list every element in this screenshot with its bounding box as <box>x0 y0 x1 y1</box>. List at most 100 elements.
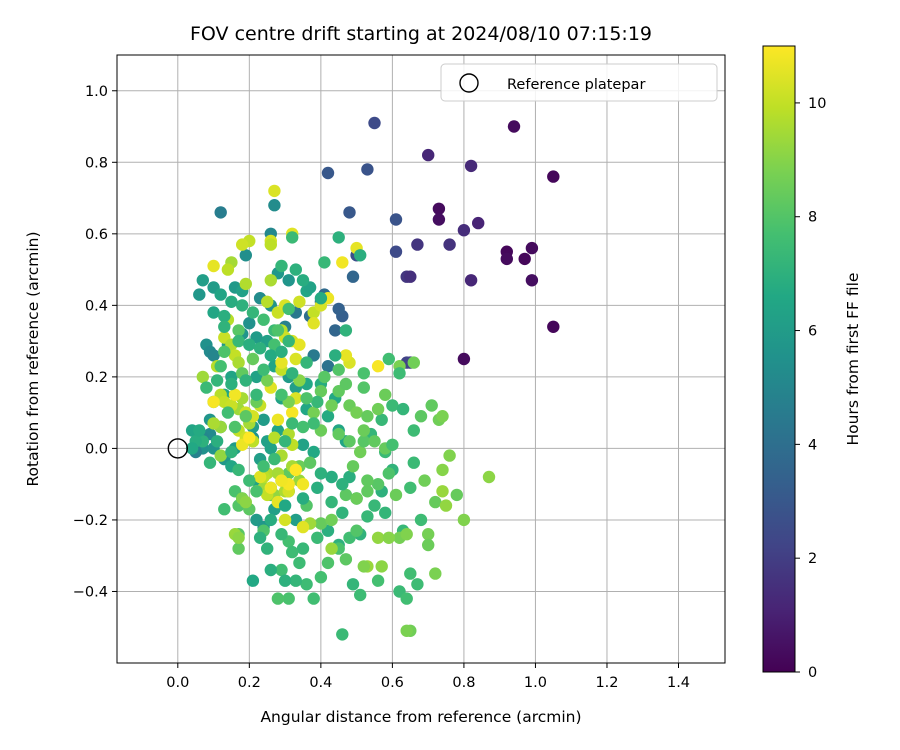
data-point <box>236 238 249 251</box>
data-point <box>207 417 220 430</box>
data-point <box>457 352 471 366</box>
data-point <box>354 445 367 459</box>
data-point <box>221 406 235 419</box>
data-point <box>332 427 345 441</box>
data-point <box>343 206 356 219</box>
data-point <box>314 292 328 305</box>
data-point <box>300 392 313 405</box>
x-tick-label: 1.0 <box>524 675 547 691</box>
data-point <box>518 252 531 266</box>
x-tick-label: 0.8 <box>452 675 475 691</box>
data-point <box>400 592 413 605</box>
y-tick-label: 1.0 <box>85 84 108 100</box>
data-point <box>325 470 338 484</box>
data-point <box>239 374 252 387</box>
data-point <box>307 445 320 459</box>
data-point <box>357 435 370 448</box>
data-point <box>289 352 302 366</box>
data-point <box>386 438 399 451</box>
data-point <box>382 467 395 480</box>
data-point <box>218 503 231 516</box>
data-point <box>525 274 539 287</box>
data-point <box>346 578 360 591</box>
data-point <box>547 320 560 333</box>
data-point <box>286 231 299 244</box>
data-point <box>293 556 306 570</box>
data-point <box>357 424 370 437</box>
data-point <box>329 324 342 337</box>
data-point <box>429 567 442 580</box>
data-point <box>332 302 345 316</box>
data-point <box>210 374 224 387</box>
data-point <box>346 270 360 283</box>
data-point <box>389 213 403 226</box>
y-tick-label: 0.0 <box>85 441 108 457</box>
data-point <box>422 148 435 162</box>
data-point <box>261 295 274 308</box>
x-axis-ticks: 0.0 0.2 0.4 0.6 0.8 1.0 1.2 1.4 <box>166 663 690 691</box>
data-point <box>464 159 478 173</box>
data-point <box>286 545 299 559</box>
data-point <box>257 313 270 326</box>
y-tick-label: 0.6 <box>85 227 108 243</box>
data-point <box>300 578 313 591</box>
data-point <box>525 241 539 255</box>
data-point <box>393 367 406 380</box>
colorbar-tick-label: 2 <box>808 551 817 567</box>
data-point <box>375 413 388 426</box>
colorbar-tick-label: 4 <box>808 437 817 453</box>
data-point <box>432 202 446 215</box>
data-point <box>311 531 324 544</box>
colorbar-tick-label: 8 <box>808 210 817 226</box>
data-point <box>436 463 449 477</box>
data-point <box>278 513 292 527</box>
data-point <box>357 560 370 573</box>
data-point <box>239 249 252 262</box>
data-point <box>339 349 353 362</box>
data-point <box>329 349 342 362</box>
data-point <box>422 528 435 541</box>
data-point <box>264 274 277 287</box>
legend-open-circle-marker <box>459 73 479 93</box>
data-point <box>261 374 274 387</box>
data-point <box>386 399 399 412</box>
data-point <box>293 295 306 308</box>
data-point <box>371 402 385 416</box>
data-point <box>239 277 252 291</box>
data-point <box>346 460 360 473</box>
data-point <box>296 478 310 491</box>
x-axis-label: Angular distance from reference (arcmin) <box>260 708 581 726</box>
data-point <box>507 120 521 133</box>
data-point <box>296 542 310 555</box>
data-point <box>203 456 217 469</box>
data-point <box>432 213 446 226</box>
x-tick-label: 0.2 <box>238 675 261 691</box>
x-tick-label: 1.4 <box>667 675 690 691</box>
data-point <box>210 435 224 448</box>
data-point <box>464 274 478 287</box>
data-point <box>314 517 328 530</box>
data-point <box>232 463 245 477</box>
data-point <box>250 485 263 498</box>
data-point <box>218 345 231 358</box>
data-point <box>350 406 363 419</box>
data-point <box>472 216 485 230</box>
data-point <box>500 252 513 266</box>
data-point <box>321 556 335 570</box>
chart-title: FOV centre drift starting at 2024/08/10 … <box>190 23 652 45</box>
data-point <box>379 506 392 519</box>
data-point <box>371 531 385 544</box>
data-point <box>196 370 209 384</box>
data-point <box>289 263 302 276</box>
data-point <box>214 206 227 219</box>
data-point <box>257 413 270 426</box>
data-point <box>336 256 349 269</box>
data-point <box>282 592 295 605</box>
data-point <box>207 349 220 362</box>
data-point <box>207 395 220 409</box>
data-point <box>368 435 381 448</box>
data-point <box>239 410 252 423</box>
colorbar-ticks: 0 2 4 6 8 10 <box>795 96 826 681</box>
colorbar-tick-label: 0 <box>808 665 817 681</box>
data-point <box>232 324 245 337</box>
